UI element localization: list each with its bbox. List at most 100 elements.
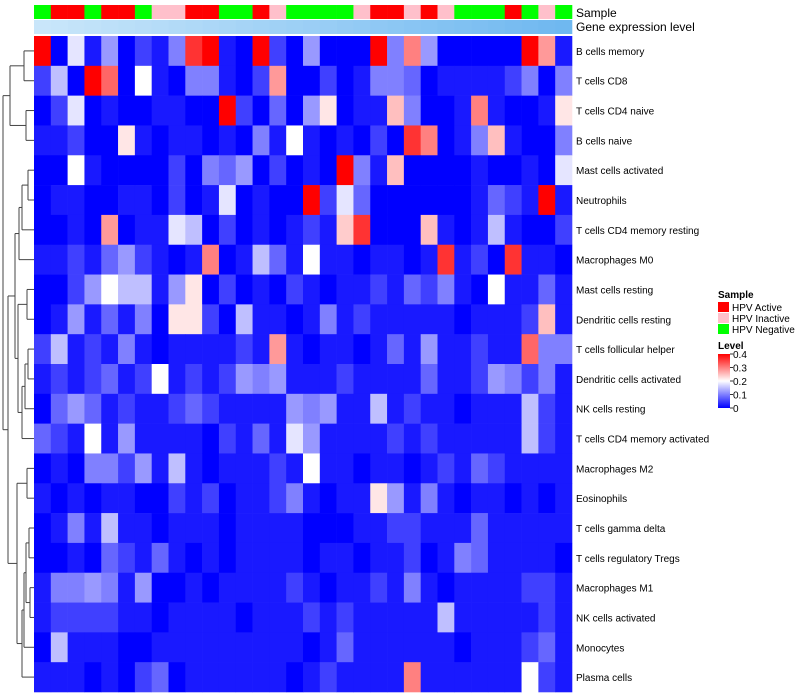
- heatmap-cell: [118, 304, 136, 335]
- heatmap-cell: [471, 214, 489, 246]
- heatmap-cell: [67, 185, 85, 216]
- heatmap-cell: [319, 542, 337, 574]
- heatmap-cell: [319, 155, 337, 186]
- heatmap-cell: [286, 453, 304, 484]
- heatmap-cell: [118, 453, 136, 484]
- heatmap-cell: [370, 214, 388, 246]
- heatmap-cell: [185, 304, 203, 335]
- heatmap-cell: [387, 364, 405, 395]
- heatmap-cell: [504, 572, 522, 603]
- heatmap-cell: [403, 185, 421, 216]
- heatmap-cell: [151, 572, 169, 603]
- heatmap-cell: [471, 274, 489, 305]
- heatmap-cell: [286, 155, 304, 186]
- heatmap-cell: [235, 602, 253, 633]
- heatmap-cell: [118, 602, 136, 633]
- heatmap-cell: [286, 274, 304, 305]
- heatmap-cell: [387, 483, 405, 514]
- heatmap-cell: [403, 36, 421, 67]
- heatmap-cell: [252, 662, 270, 693]
- expression-annotation-cell: [218, 20, 237, 34]
- heatmap-cell: [67, 155, 85, 186]
- heatmap-cell: [555, 185, 573, 216]
- heatmap-cell: [151, 304, 169, 335]
- row-label: Macrophages M2: [576, 464, 654, 475]
- heatmap-cell: [420, 36, 438, 67]
- heatmap-cell: [151, 274, 169, 305]
- heatmap-cell: [370, 334, 388, 365]
- heatmap-cell: [101, 36, 119, 67]
- heatmap-cell: [50, 483, 68, 514]
- sample-annotation-cell: [487, 5, 506, 19]
- sample-annotation-cell: [67, 5, 85, 19]
- heatmap-cell: [336, 244, 354, 275]
- expression-annotation-cell: [370, 20, 388, 34]
- heatmap-cell: [34, 214, 52, 246]
- heatmap-cell: [336, 65, 354, 96]
- heatmap-cell: [34, 244, 52, 275]
- heatmap-cell: [50, 572, 68, 603]
- sample-annotation-cell: [555, 5, 573, 19]
- heatmap-cell: [437, 185, 455, 216]
- heatmap-cell: [151, 95, 169, 126]
- heatmap-cell: [134, 602, 152, 633]
- heatmap-cell: [218, 125, 237, 156]
- expression-annotation-cell: [487, 20, 506, 34]
- heatmap-cell: [487, 65, 506, 96]
- heatmap-cell: [504, 513, 522, 544]
- heatmap-cell: [420, 602, 438, 633]
- heatmap-cell: [471, 423, 489, 454]
- heatmap-cell: [487, 423, 506, 454]
- heatmap-cell: [437, 36, 455, 67]
- heatmap-cell: [168, 125, 186, 156]
- row-label: T cells regulatory Tregs: [576, 554, 680, 565]
- row-label: Eosinophils: [576, 494, 627, 505]
- heatmap-cell: [50, 364, 68, 395]
- heatmap-cell: [101, 542, 119, 574]
- heatmap-cell: [50, 304, 68, 335]
- heatmap-cell: [84, 513, 102, 544]
- expression-annotation-cell: [235, 20, 253, 34]
- heatmap-cell: [437, 364, 455, 395]
- heatmap-cell: [286, 214, 304, 246]
- heatmap-cell: [336, 483, 354, 514]
- expression-annotation-cell: [336, 20, 354, 34]
- heatmap-cell: [471, 95, 489, 126]
- heatmap-cell: [185, 364, 203, 395]
- heatmap-cell: [34, 304, 52, 335]
- heatmap-cell: [168, 274, 186, 305]
- heatmap-cell: [538, 602, 556, 633]
- level-tick-label: 0.2: [733, 377, 747, 388]
- heatmap-cell: [235, 244, 253, 275]
- level-colorbar: [718, 354, 730, 408]
- heatmap-cell: [336, 95, 354, 126]
- heatmap-cell: [471, 244, 489, 275]
- sample-legend-swatch: [718, 313, 729, 323]
- sample-annotation-cell: [387, 5, 405, 19]
- sample-annotation-bar: [34, 5, 573, 19]
- heatmap-cell: [319, 572, 337, 603]
- heatmap-cell: [319, 632, 337, 663]
- heatmap-cell: [353, 542, 371, 574]
- heatmap-cell: [303, 185, 321, 216]
- heatmap-cell: [269, 513, 287, 544]
- heatmap-cell: [521, 274, 539, 305]
- expression-annotation-label: Gene expression level: [576, 20, 695, 34]
- heatmap-cell: [269, 453, 287, 484]
- heatmap-cell: [555, 572, 573, 603]
- heatmap-cell: [67, 214, 85, 246]
- heatmap-cell: [84, 572, 102, 603]
- heatmap-cell: [235, 423, 253, 454]
- heatmap-cell: [218, 542, 237, 574]
- heatmap-cell: [286, 304, 304, 335]
- heatmap-cell: [185, 155, 203, 186]
- heatmap-cell: [437, 393, 455, 424]
- heatmap-cell: [101, 453, 119, 484]
- heatmap-cell: [504, 304, 522, 335]
- heatmap-cell: [50, 423, 68, 454]
- heatmap-cell: [34, 542, 52, 574]
- row-label: Macrophages M1: [576, 584, 654, 595]
- expression-level-bar: [34, 20, 573, 34]
- heatmap-cell: [303, 453, 321, 484]
- heatmap-cell: [471, 542, 489, 574]
